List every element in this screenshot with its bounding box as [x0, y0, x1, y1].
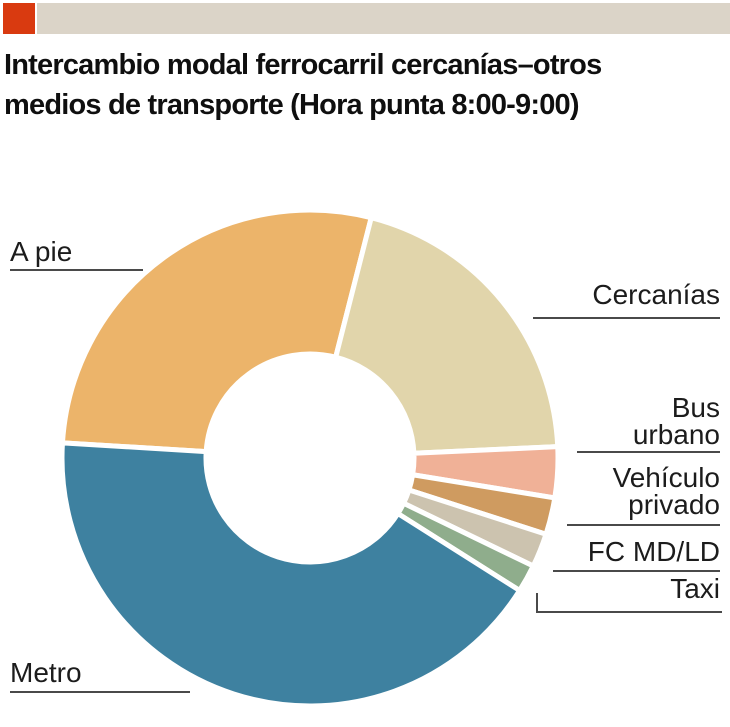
label-taxi: Taxi — [670, 573, 720, 604]
label-line-fc-mdld — [553, 570, 720, 572]
label-bus-urbano: Bus urbano — [632, 392, 720, 450]
label-metro: Metro — [10, 657, 82, 688]
header-bar — [37, 3, 730, 34]
label-a-pie: A pie — [10, 236, 73, 267]
label-line-a-pie — [10, 269, 143, 271]
slice-a-pie — [59, 207, 374, 455]
label-cercanias: Cercanías — [592, 279, 720, 310]
slice-metro — [59, 440, 523, 709]
chart-title: Intercambio modal ferrocarril cercanías–… — [4, 45, 730, 125]
slice-cercanias — [333, 215, 561, 456]
label-line-metro — [10, 691, 190, 693]
label-line-vehiculo-privado — [567, 524, 720, 526]
label-fc-mdld: FC MD/LD — [587, 536, 720, 567]
label-line-cercanias — [533, 317, 720, 319]
label-line-bus-urbano — [577, 451, 720, 453]
label-vehiculo-privado: Vehículo privado — [612, 462, 720, 520]
title-line-2: medios de transporte (Hora punta 8:00-9:… — [4, 89, 580, 121]
title-line-1: Intercambio modal ferrocarril cercanías–… — [4, 49, 602, 81]
label-leader-taxi — [536, 593, 722, 613]
header-accent-square — [3, 3, 35, 34]
